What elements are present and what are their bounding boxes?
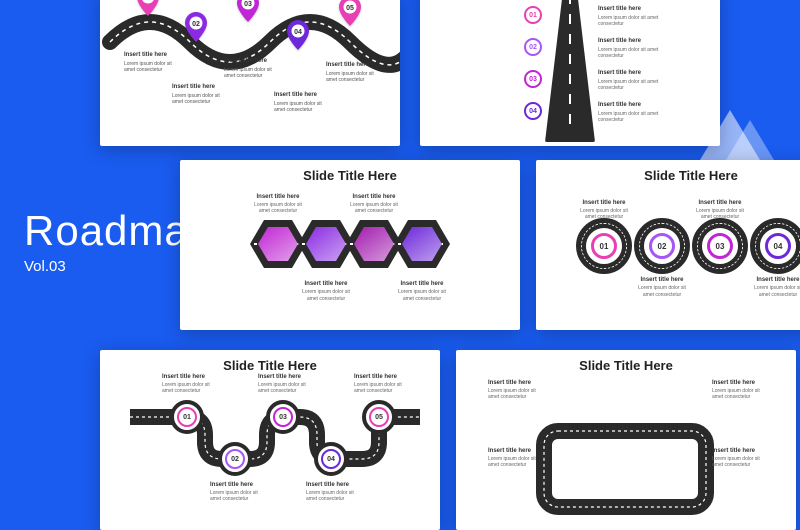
circle-step: 03 Insert title hereLorem ipsum dolor si… xyxy=(692,218,748,274)
serpentine-node: 02 xyxy=(218,442,252,476)
step-label: Insert title hereLorem ipsum dolor sit a… xyxy=(598,38,666,60)
step-number: 04 xyxy=(524,102,542,120)
step-label: Insert title hereLorem ipsum dolor sit a… xyxy=(598,102,666,124)
slide-serpentine: Slide Title Here 01Insert title hereLore… xyxy=(100,350,440,530)
node-label: Insert title hereLorem ipsum dolor sit a… xyxy=(258,374,310,395)
step-number: 03 xyxy=(524,70,542,88)
node-label: Insert title hereLorem ipsum dolor sit a… xyxy=(354,374,406,395)
map-pin: 02 xyxy=(185,12,207,47)
milestone-label: Insert title hereLorem ipsum dolor sit a… xyxy=(224,58,272,80)
slide-square-loop: Slide Title Here Insert title hereLorem … xyxy=(456,350,796,530)
road xyxy=(545,0,595,142)
step-number: 02 xyxy=(524,38,542,56)
step-label: Insert title hereLorem ipsum dolor sit a… xyxy=(598,6,666,28)
slide-straight-road: 01 Insert title hereLorem ipsum dolor sit… xyxy=(420,0,720,146)
serpentine-node: 05 xyxy=(362,400,396,434)
slide-circles: Slide Title Here 01 Insert title hereLor… xyxy=(536,160,800,330)
hex-step: Insert title hereLorem ipsum dolor sit a… xyxy=(394,212,450,276)
slide-hexagons: Slide Title Here Insert title hereLorem … xyxy=(180,160,520,330)
milestone-label: Insert title hereLorem ipsum dolor sit a… xyxy=(172,84,220,106)
serpentine-node: 01 xyxy=(170,400,204,434)
loop-label: Insert title hereLorem ipsum dolor sit a… xyxy=(488,380,538,401)
milestone-label: Insert title hereLorem ipsum dolor sit a… xyxy=(326,62,374,84)
circle-step: 01 Insert title hereLorem ipsum dolor si… xyxy=(576,218,632,274)
node-label: Insert title hereLorem ipsum dolor sit a… xyxy=(162,374,214,395)
slide-title: Slide Title Here xyxy=(456,350,796,377)
loop-label: Insert title hereLorem ipsum dolor sit a… xyxy=(712,380,762,401)
map-pin: 05 xyxy=(339,0,361,31)
milestone-label: Insert title hereLorem ipsum dolor sit a… xyxy=(274,92,322,114)
slide-title: Slide Title Here xyxy=(180,160,520,187)
slide-curvy-road: 01 Insert title hereLorem ipsum dolor si… xyxy=(100,0,400,146)
circle-step: 02 Insert title hereLorem ipsum dolor si… xyxy=(634,218,690,274)
map-pin: 04 xyxy=(287,20,309,55)
svg-text:03: 03 xyxy=(244,1,252,8)
step-number: 01 xyxy=(524,6,542,24)
serpentine-node: 03 xyxy=(266,400,300,434)
svg-text:04: 04 xyxy=(294,29,302,36)
serpentine-node: 04 xyxy=(314,442,348,476)
svg-text:02: 02 xyxy=(192,21,200,28)
milestone-label: Insert title hereLorem ipsum dolor sit a… xyxy=(124,52,172,74)
map-pin: 03 xyxy=(237,0,259,27)
loop-label: Insert title hereLorem ipsum dolor sit a… xyxy=(488,448,538,469)
step-label: Insert title hereLorem ipsum dolor sit a… xyxy=(598,70,666,92)
svg-text:05: 05 xyxy=(346,5,354,12)
slide-title: Slide Title Here xyxy=(536,160,800,187)
map-pin: 01 xyxy=(137,0,159,21)
svg-text:01: 01 xyxy=(144,0,152,2)
circle-step: 04 Insert title hereLorem ipsum dolor si… xyxy=(750,218,800,274)
loop-label: Insert title hereLorem ipsum dolor sit a… xyxy=(712,448,762,469)
